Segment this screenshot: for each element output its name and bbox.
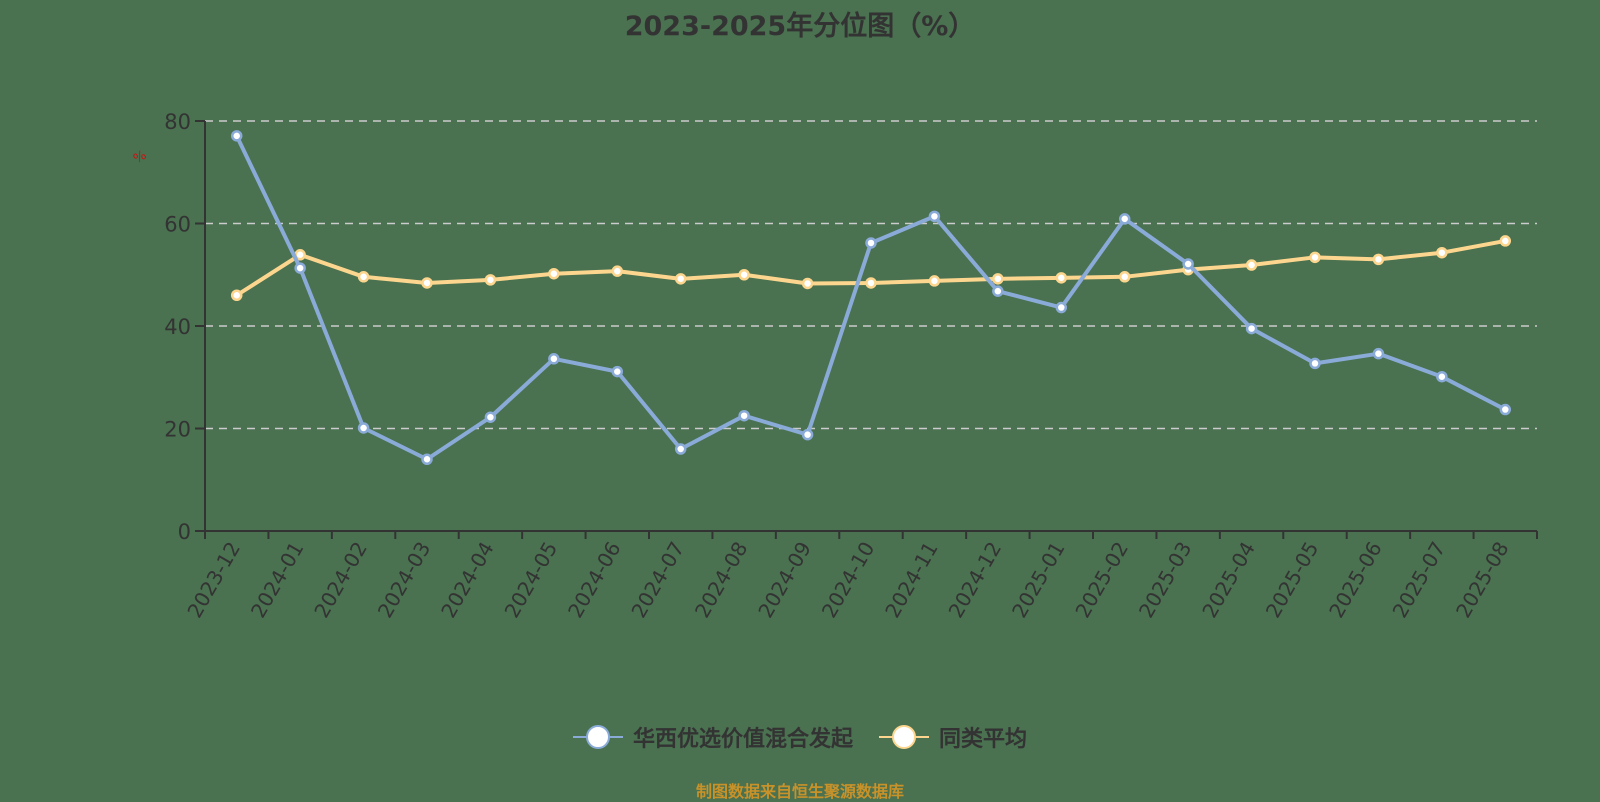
x-tick-label: 2024-04	[436, 538, 499, 622]
x-tick-label: 2024-07	[626, 538, 689, 622]
data-point[interactable]	[1372, 347, 1385, 360]
series-line	[234, 134, 1507, 462]
series-layer	[230, 130, 1512, 465]
x-tick-label: 2024-10	[817, 538, 880, 622]
x-tick-label: 2025-01	[1007, 538, 1070, 622]
data-point[interactable]	[611, 265, 624, 277]
x-tick-label: 2024-08	[690, 538, 753, 622]
data-point[interactable]	[1245, 259, 1258, 271]
x-tick-label: 2024-02	[309, 538, 372, 622]
x-tick-label: 2025-06	[1324, 538, 1387, 622]
legend-item-average[interactable]: 同类平均	[879, 719, 1027, 755]
data-point[interactable]	[801, 277, 814, 290]
data-point[interactable]	[674, 443, 687, 455]
circle-marker-icon	[572, 719, 623, 755]
data-point[interactable]	[548, 267, 560, 280]
data-point[interactable]	[1372, 253, 1385, 266]
data-point[interactable]	[1436, 370, 1448, 383]
data-point[interactable]	[801, 428, 814, 441]
data-point[interactable]	[992, 273, 1004, 285]
data-point[interactable]	[928, 275, 941, 287]
legend-item-fund[interactable]: 华西优选价值混合发起	[572, 719, 853, 755]
y-tick-label: 60	[164, 213, 191, 237]
data-point[interactable]	[674, 273, 687, 285]
data-point[interactable]	[1309, 357, 1321, 370]
y-tick-label: 0	[178, 520, 191, 544]
data-point[interactable]	[230, 130, 243, 142]
x-tick-label: 2023-12	[182, 538, 245, 622]
x-tick-label: 2025-07	[1388, 538, 1451, 622]
data-point[interactable]	[865, 237, 877, 249]
x-tick-label: 2025-04	[1197, 538, 1260, 622]
x-tick-label: 2024-01	[246, 538, 309, 622]
legend-label: 同类平均	[939, 727, 1028, 752]
x-tick-label: 2024-06	[563, 538, 626, 622]
data-point[interactable]	[357, 271, 370, 283]
y-tick-label: 20	[164, 418, 191, 442]
data-point[interactable]	[484, 411, 497, 423]
data-point[interactable]	[928, 210, 941, 223]
x-tick-label: 2025-05	[1261, 538, 1324, 622]
legend: 华西优选价值混合发起 同类平均	[0, 719, 1600, 755]
data-point[interactable]	[421, 453, 433, 465]
x-tick-label: 2025-08	[1451, 538, 1514, 622]
data-point[interactable]	[1499, 235, 1512, 247]
x-tick-label: 2025-03	[1134, 538, 1197, 622]
data-point[interactable]	[992, 285, 1004, 297]
data-point[interactable]	[1309, 251, 1321, 264]
data-point[interactable]	[1118, 213, 1131, 225]
gridlines	[205, 120, 1537, 430]
data-point[interactable]	[1055, 301, 1068, 314]
data-point[interactable]	[738, 409, 750, 422]
x-tick-label: 2024-09	[753, 538, 816, 622]
x-tick-label: 2024-03	[373, 538, 436, 622]
circle-marker-icon	[879, 719, 929, 755]
data-point[interactable]	[611, 365, 624, 378]
data-point[interactable]	[1499, 403, 1512, 416]
data-point[interactable]	[1118, 271, 1131, 283]
data-point[interactable]	[1182, 258, 1194, 270]
source-footer: 制图数据来自恒生聚源数据库	[695, 782, 904, 801]
data-point[interactable]	[1436, 246, 1448, 259]
legend-label: 华西优选价值混合发起	[632, 727, 853, 752]
data-point[interactable]	[357, 422, 370, 434]
x-tick-label: 2024-11	[880, 538, 943, 622]
data-point[interactable]	[230, 289, 243, 301]
data-point[interactable]	[1245, 322, 1258, 335]
x-tick-label: 2025-02	[1070, 538, 1133, 622]
data-point[interactable]	[738, 269, 750, 281]
x-tick-label: 2024-12	[944, 538, 1007, 622]
x-tick-label: 2024-05	[500, 538, 563, 622]
data-point[interactable]	[484, 274, 497, 286]
data-point[interactable]	[421, 277, 433, 289]
data-point[interactable]	[865, 277, 877, 289]
chart-title: 2023-2025年分位图（%）	[624, 11, 976, 42]
y-tick-label: 80	[164, 110, 191, 134]
data-point[interactable]	[1055, 272, 1068, 284]
data-point[interactable]	[548, 353, 560, 365]
data-point[interactable]	[294, 262, 306, 274]
y-tick-label: 40	[164, 315, 191, 339]
